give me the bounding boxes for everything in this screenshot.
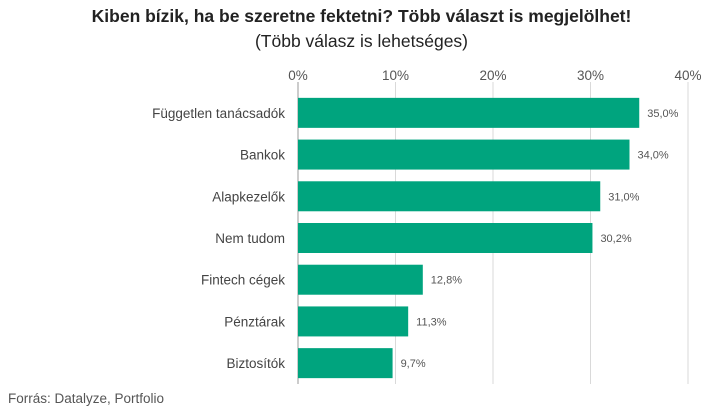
category-label: Nem tudom [215,231,285,246]
x-tick-label: 10% [382,68,409,83]
data-label: 12,8% [431,275,462,287]
bar [298,264,423,295]
x-tick-label: 0% [288,68,308,83]
category-label: Pénztárak [224,314,285,329]
data-label: 30,2% [600,233,631,245]
data-label: 35,0% [647,108,678,120]
category-label: Fintech cégek [201,273,285,288]
category-label: Biztosítók [226,356,285,371]
bar [298,181,601,212]
data-label: 11,3% [416,316,447,328]
category-label: Alapkezelők [212,189,285,204]
chart-subtitle: (Több válasz is lehetséges) [254,31,469,51]
x-tick-label: 20% [479,68,506,83]
bar [298,223,593,253]
category-label: Bankok [240,148,285,163]
x-tick-label: 40% [674,68,701,83]
bar [298,348,393,379]
chart-title: Kiben bízik, ha be szeretne fektetni? Tö… [91,6,632,26]
category-label: Független tanácsadók [152,106,285,121]
data-label: 9,7% [401,358,426,370]
data-label: 31,0% [608,191,639,203]
data-label: 34,0% [638,150,669,162]
bar [298,306,409,337]
source-note: Forrás: Datalyze, Portfolio [8,391,165,406]
x-tick-label: 30% [577,68,604,83]
bar [298,97,640,128]
bar [298,139,630,170]
